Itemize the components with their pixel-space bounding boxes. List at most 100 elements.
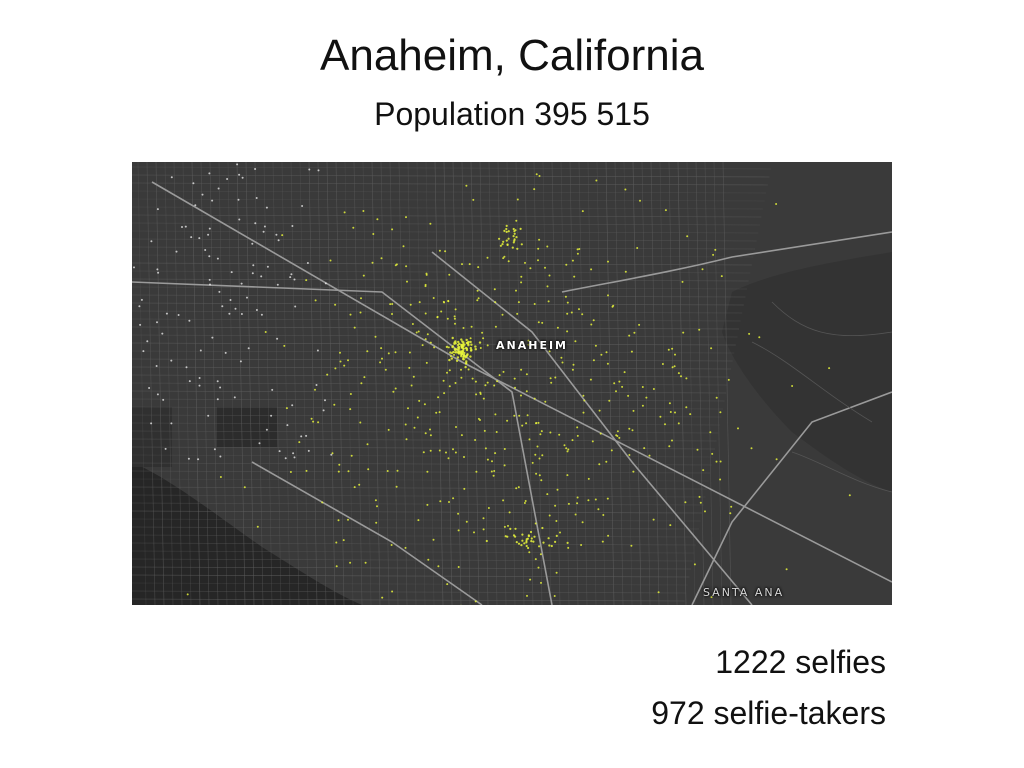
selfie-point (515, 289, 517, 292)
selfie-point (624, 188, 627, 191)
street (416, 162, 426, 605)
selfie-point (529, 341, 532, 344)
selfie-point (674, 353, 676, 356)
map-point (289, 276, 292, 279)
selfie-point (538, 238, 541, 241)
map-point (133, 266, 135, 269)
selfie-point (502, 240, 505, 243)
selfie-point (466, 353, 469, 356)
map-point (247, 347, 250, 350)
map-point (300, 435, 303, 438)
selfie-point (512, 235, 515, 238)
selfie-point (442, 300, 445, 303)
selfie-point (475, 470, 478, 473)
selfie-point (693, 563, 696, 566)
map-point (219, 455, 222, 458)
selfie-point (362, 210, 365, 212)
selfie-point (460, 368, 462, 371)
selfie-point (538, 457, 541, 460)
selfie-point (566, 474, 569, 477)
selfie-point (520, 243, 523, 246)
selfie-point (352, 226, 355, 229)
selfie-point (541, 321, 544, 324)
selfie-point (490, 470, 493, 473)
selfie-point (484, 384, 487, 387)
map-point (219, 386, 222, 389)
street (425, 162, 435, 605)
map-label-anaheim: ANAHEIM (496, 339, 568, 352)
street-grid (132, 162, 772, 605)
selfie-point (621, 385, 624, 388)
selfie-point (437, 396, 440, 399)
hills-area (722, 252, 892, 492)
street (155, 162, 165, 605)
selfie-point (394, 351, 397, 354)
street (132, 438, 717, 442)
selfie-point (335, 541, 338, 544)
selfie-point (486, 381, 489, 384)
selfie-point (347, 518, 349, 521)
map-point (192, 182, 195, 185)
selfie-point (467, 344, 470, 347)
map-point (142, 350, 145, 353)
selfie-point (455, 426, 457, 428)
selfie-point (457, 512, 460, 515)
street (677, 162, 687, 605)
map-point (292, 452, 295, 455)
selfie-point (376, 218, 379, 221)
map-point (207, 414, 210, 417)
selfie-point (677, 372, 680, 375)
selfie-point (457, 340, 460, 344)
selfie-point (486, 256, 489, 259)
selfie-point (671, 366, 674, 369)
selfie-point (710, 347, 713, 350)
selfie-point (448, 369, 451, 372)
map-point (252, 264, 255, 267)
street (713, 162, 723, 605)
selfie-point (264, 331, 267, 333)
street (596, 162, 606, 605)
street (132, 470, 711, 474)
selfie-point (461, 340, 464, 343)
selfie-point (350, 454, 353, 457)
selfie-point (456, 356, 460, 359)
selfie-point (538, 474, 541, 477)
selfie-point (737, 427, 739, 430)
map-point (201, 193, 204, 196)
selfie-point (712, 253, 715, 256)
selfie-point (353, 326, 356, 329)
selfie-point (598, 409, 601, 412)
selfie-point (321, 501, 324, 504)
selfie-point (704, 510, 706, 513)
selfie-point (446, 583, 449, 586)
selfie-point (475, 393, 478, 396)
selfie-point (392, 390, 395, 393)
selfie-point (618, 380, 621, 383)
selfie-point (513, 377, 516, 380)
map-point (306, 262, 309, 264)
map-point (156, 208, 159, 211)
selfie-point (515, 541, 518, 544)
selfie-point (389, 303, 392, 306)
street (132, 462, 712, 466)
selfie-point (612, 304, 615, 307)
selfie-point (623, 371, 626, 374)
selfie-point (710, 596, 713, 599)
street (132, 294, 746, 298)
selfie-point (476, 299, 479, 302)
selfie-point (451, 336, 454, 340)
map-point (291, 225, 294, 227)
selfie-point (570, 311, 573, 314)
selfie-point (671, 347, 674, 350)
selfie-point (418, 399, 421, 402)
selfie-density-map: ANAHEIM SANTA ANA (132, 162, 892, 605)
selfie-point (566, 541, 569, 544)
selfie-point (791, 385, 794, 387)
selfie-point (667, 348, 670, 351)
map-point (170, 422, 173, 425)
selfie-point (501, 313, 504, 316)
selfie-point (391, 590, 394, 593)
harbor-basin (217, 407, 277, 447)
selfie-point (630, 350, 633, 353)
selfie-point (329, 259, 332, 262)
